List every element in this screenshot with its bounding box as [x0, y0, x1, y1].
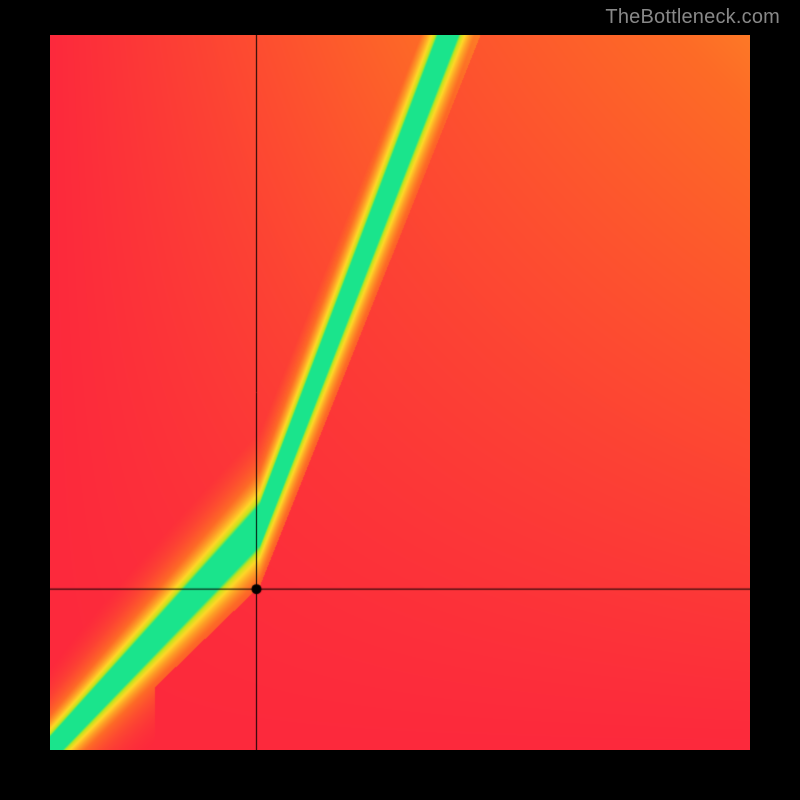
- watermark-text: TheBottleneck.com: [605, 6, 780, 29]
- chart-container: TheBottleneck.com: [0, 0, 800, 800]
- heatmap-canvas: [50, 35, 750, 750]
